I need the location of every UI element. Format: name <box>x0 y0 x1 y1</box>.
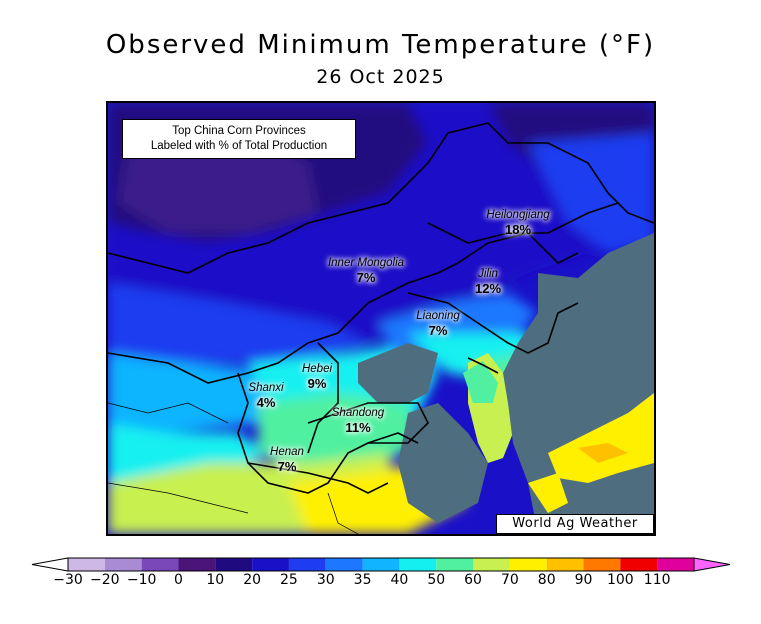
map-canvas <box>108 103 654 534</box>
province-pct: 11% <box>345 420 371 435</box>
colorbar-tick-label: 100 <box>606 572 634 588</box>
temperature-colorbar <box>31 557 731 572</box>
colorbar-swatch <box>252 558 289 571</box>
credit-label: World Ag Weather <box>496 514 654 534</box>
colorbar-swatch <box>104 558 142 571</box>
province-name: Shanxi <box>248 382 284 394</box>
province-name: Hebei <box>301 363 333 375</box>
province-label-henan: Henan 7% <box>262 446 312 474</box>
province-pct: 12% <box>474 281 502 296</box>
colorbar-swatch <box>473 558 510 571</box>
colorbar-tick-label: 50 <box>427 572 446 588</box>
colorbar-tick-label: 10 <box>206 572 225 588</box>
province-label-liaoning: Liaoning 7% <box>405 310 471 338</box>
colorbar-tick-label: 60 <box>464 572 482 588</box>
colorbar-tick-label: 25 <box>280 572 298 588</box>
province-pct: 7% <box>277 459 297 474</box>
colorbar-swatch <box>620 558 658 571</box>
colorbar-outline <box>67 557 695 572</box>
colorbar-swatch <box>178 558 216 571</box>
colorbar-swatch <box>288 558 326 571</box>
province-pct: 4% <box>256 395 276 410</box>
colorbar-swatch <box>68 558 105 571</box>
colorbar-tick-label: 0 <box>174 572 183 588</box>
colorbar-tick-label: 70 <box>500 572 519 588</box>
colorbar-swatch <box>657 558 694 571</box>
province-pct: 7% <box>428 323 448 338</box>
colorbar-swatch <box>509 558 547 571</box>
province-name: Henan <box>270 446 304 458</box>
province-name: Shandong <box>331 407 385 419</box>
map-date: 26 Oct 2025 <box>316 66 445 88</box>
colorbar-swatch <box>325 558 363 571</box>
province-label-shanxi: Shanxi 4% <box>242 382 290 410</box>
colorbar-swatch <box>583 558 621 571</box>
colorbar-high-arrow <box>693 557 731 572</box>
colorbar-tick-label: −30 <box>53 572 83 588</box>
colorbar-tick-label: −10 <box>126 572 157 588</box>
province-label-shandong: Shandong 11% <box>325 407 391 435</box>
province-name: Jilin <box>478 268 498 280</box>
province-pct: 18% <box>504 222 532 237</box>
colorbar-swatch <box>215 558 253 571</box>
info-box: Top China Corn Provinces Labeled with % … <box>122 119 356 159</box>
province-label-hebei: Hebei 9% <box>295 363 339 391</box>
colorbar-swatch <box>546 558 584 571</box>
province-name: Inner Mongolia <box>327 257 405 269</box>
colorbar-low-arrow <box>31 557 69 572</box>
province-name: Liaoning <box>416 310 460 322</box>
map-title: Observed Minimum Temperature (°F) <box>105 30 656 60</box>
province-label-heilongjiang: Heilongjiang 18% <box>478 209 558 237</box>
colorbar-swatch <box>362 558 400 571</box>
colorbar-tick-label: 80 <box>537 572 556 588</box>
colorbar-tick-label: 40 <box>390 572 409 588</box>
colorbar-tick-label: −20 <box>90 572 120 588</box>
colorbar-swatch <box>436 558 474 571</box>
colorbar-tick-label: 20 <box>243 572 262 588</box>
colorbar-swatch <box>141 558 179 571</box>
province-label-jilin: Jilin 12% <box>460 268 516 296</box>
province-label-inner-mongolia: Inner Mongolia 7% <box>320 257 412 285</box>
temperature-map <box>106 101 656 536</box>
province-pct: 9% <box>307 376 327 391</box>
info-box-line2: Labeled with % of Total Production <box>150 140 328 152</box>
province-name: Heilongjiang <box>486 209 550 221</box>
colorbar-tick-label: 35 <box>353 572 372 588</box>
colorbar-tick-label: 30 <box>316 572 335 588</box>
province-pct: 7% <box>356 270 376 285</box>
colorbar-tick-label: 90 <box>574 572 593 588</box>
colorbar-swatch <box>399 558 437 571</box>
colorbar-tick-label: 110 <box>643 572 671 588</box>
info-box-line1: Top China Corn Provinces <box>172 125 306 137</box>
